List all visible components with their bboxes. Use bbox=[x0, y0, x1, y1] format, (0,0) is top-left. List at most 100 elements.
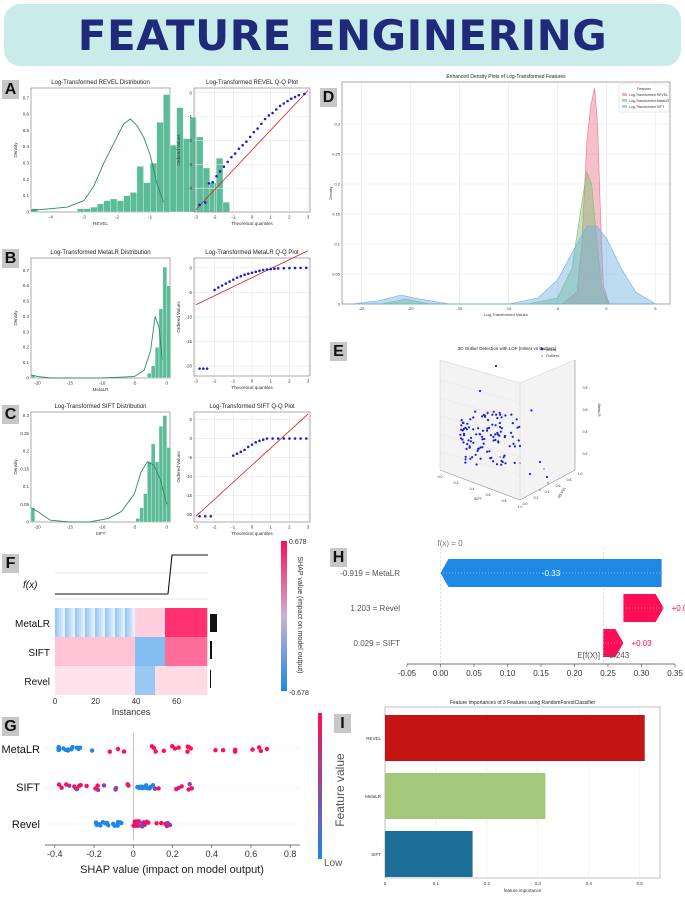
panel-label-c: C bbox=[2, 405, 19, 424]
c1-bar bbox=[166, 447, 171, 523]
a2-qq-point bbox=[286, 99, 289, 103]
g-shap-point bbox=[152, 786, 158, 791]
a2-ytick-label: -3 bbox=[188, 162, 192, 167]
f-heat-cell bbox=[143, 608, 146, 637]
a2-qq-point bbox=[303, 92, 306, 96]
a2-qq-point bbox=[267, 114, 271, 117]
g-feature-label: MetaLR bbox=[1, 744, 40, 756]
c2-ytick-label: -15 bbox=[185, 493, 192, 498]
f-heat-cell bbox=[147, 637, 150, 666]
f-heat-cell bbox=[179, 666, 182, 695]
f-heat-cell bbox=[147, 666, 150, 695]
e-inlier-point bbox=[499, 425, 502, 429]
e-inlier-point bbox=[516, 426, 519, 429]
h-waterfall-bar bbox=[603, 629, 624, 657]
d-legend-swatch bbox=[622, 93, 627, 96]
f-heat-cell bbox=[105, 637, 108, 666]
g-shap-point bbox=[159, 820, 164, 826]
f-heat-cell bbox=[133, 666, 136, 695]
b1-xtick-label: -5 bbox=[132, 381, 136, 386]
g-shap-point bbox=[189, 786, 194, 791]
i-xtick-label: 0.5 bbox=[636, 881, 643, 886]
f-heat-cell bbox=[121, 637, 124, 666]
f-heat-cell bbox=[77, 666, 80, 695]
e-inlier-point bbox=[486, 450, 489, 453]
h-value-label: +0.03 bbox=[631, 639, 652, 648]
f-heat-cell bbox=[61, 608, 64, 637]
i-bar bbox=[385, 773, 546, 819]
e-inlier-point bbox=[500, 459, 503, 462]
f-heat-cell bbox=[65, 666, 68, 695]
h-row-label: 0.029 = SIFT bbox=[354, 639, 401, 648]
a1-ytick-label: 0.7 bbox=[23, 95, 30, 100]
f-heat-cell bbox=[191, 608, 194, 637]
g-feature-label: Revel bbox=[12, 819, 40, 831]
f-heat-cell bbox=[139, 666, 142, 695]
b1-kde-line bbox=[30, 316, 163, 379]
f-heat-cell bbox=[113, 637, 116, 666]
f-heat-cell bbox=[161, 666, 164, 695]
f-heat-cell bbox=[185, 608, 188, 637]
f-heat-cell bbox=[177, 608, 180, 637]
f-heat-cell bbox=[193, 666, 196, 695]
f-heat-cell bbox=[109, 637, 112, 666]
a1-bar bbox=[103, 200, 111, 213]
f-heat-cell bbox=[81, 666, 84, 695]
f-heat-cell bbox=[103, 608, 106, 637]
i-xtick-label: 0 bbox=[384, 881, 387, 886]
e-inlier-point bbox=[497, 440, 500, 443]
b1-ytick-label: 0.2 bbox=[23, 345, 30, 350]
f-heat-cell bbox=[55, 666, 58, 695]
f-heat-cell bbox=[193, 637, 196, 666]
f-heat-cell bbox=[57, 637, 60, 666]
f-heat-cell bbox=[103, 637, 106, 666]
a2-qq-point bbox=[260, 122, 263, 126]
f-heat-cell bbox=[143, 637, 146, 666]
f-heat-cell bbox=[197, 666, 200, 695]
f-heat-cell bbox=[191, 666, 194, 695]
a1-bar bbox=[143, 182, 151, 213]
f-heat-cell bbox=[117, 637, 120, 666]
g-xtick-label: 0 bbox=[131, 849, 136, 859]
f-heat-cell bbox=[67, 666, 70, 695]
e-inlier-point bbox=[467, 439, 470, 442]
e-grid bbox=[439, 433, 521, 458]
a2-qq-point bbox=[230, 155, 233, 159]
h-row-label: -0.919 = MetaLR bbox=[340, 569, 400, 578]
f-heat-cell bbox=[157, 637, 160, 666]
f-colorbar-max: 0.678 bbox=[289, 539, 307, 546]
f-heat-cell bbox=[127, 637, 130, 666]
d-ytick-label: 0 bbox=[338, 301, 341, 306]
f-heat-cell bbox=[59, 637, 62, 666]
b1-xlabel: MetaLR bbox=[93, 387, 110, 392]
a2-qq-point bbox=[263, 117, 267, 121]
f-heat-cell bbox=[91, 608, 94, 637]
b2-qq-point bbox=[202, 367, 205, 370]
e-inlier-point bbox=[481, 435, 484, 438]
f-xlabel: Instances bbox=[112, 707, 151, 717]
e-inlier-point bbox=[488, 426, 491, 429]
c2-xtick-label: -1 bbox=[231, 525, 235, 530]
a1-bar bbox=[222, 202, 230, 213]
e-ytick-label: 0.4 bbox=[545, 490, 550, 494]
f-heat-cell bbox=[167, 608, 170, 637]
f-heat-cell bbox=[135, 637, 138, 666]
e-inlier-point bbox=[494, 424, 497, 427]
d-ylabel: Density bbox=[328, 186, 333, 199]
h-value-label: -0.33 bbox=[542, 569, 561, 578]
e-inlier-point bbox=[462, 441, 465, 444]
b2-qq-point bbox=[276, 267, 280, 270]
f-xtick-label: 0 bbox=[53, 697, 58, 706]
a2-qq-point bbox=[226, 160, 229, 164]
a2-qq-point bbox=[203, 201, 207, 204]
e-inlier-point bbox=[483, 415, 487, 418]
e-inlier-point bbox=[495, 463, 499, 466]
e-inlier-point bbox=[469, 436, 473, 439]
b2-reference-line bbox=[195, 250, 309, 306]
c2-xlabel: Theoretical quantiles bbox=[231, 531, 273, 536]
a2-xtick-label: -1 bbox=[231, 215, 235, 220]
d-legend-box bbox=[618, 83, 670, 113]
f-heat-cell bbox=[101, 666, 104, 695]
f-heat-cell bbox=[183, 608, 186, 637]
panel-label-a: A bbox=[2, 80, 19, 99]
